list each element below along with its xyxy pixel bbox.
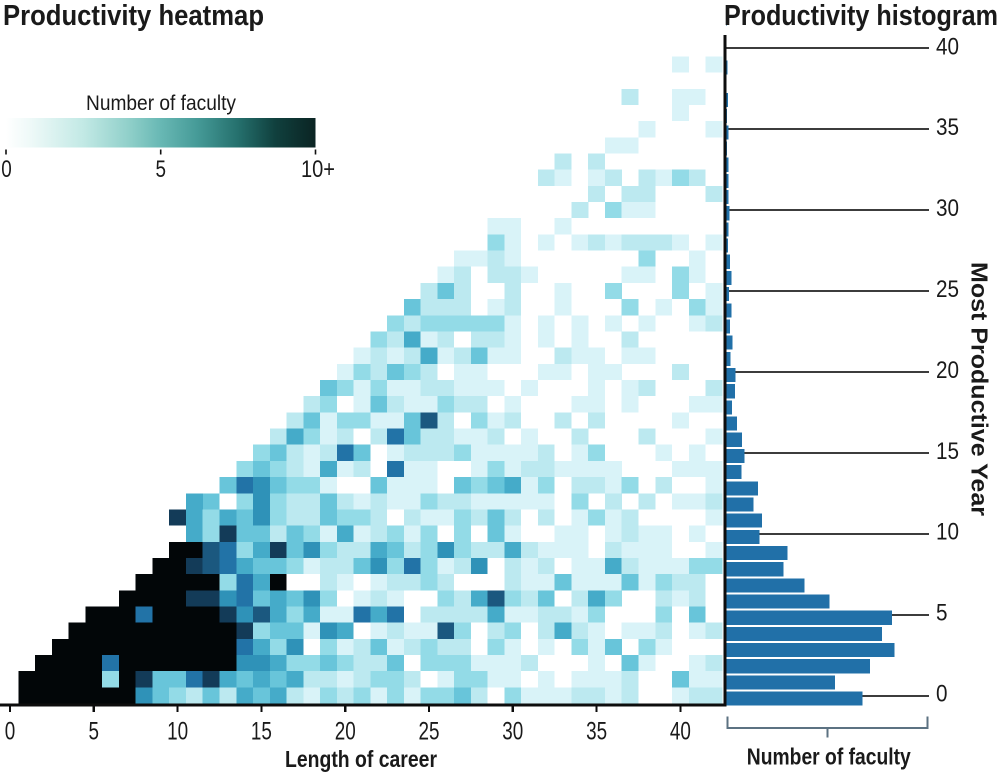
- svg-text:Number of faculty: Number of faculty: [747, 744, 911, 770]
- svg-text:30: 30: [502, 718, 523, 746]
- svg-text:0: 0: [936, 681, 948, 708]
- svg-text:35: 35: [586, 718, 607, 746]
- svg-text:Length of career: Length of career: [285, 746, 437, 772]
- svg-text:Productivity heatmap: Productivity heatmap: [3, 0, 264, 32]
- svg-text:25: 25: [936, 276, 959, 303]
- svg-text:10: 10: [936, 519, 959, 546]
- svg-text:0: 0: [5, 718, 16, 746]
- svg-text:30: 30: [936, 195, 959, 222]
- svg-text:0: 0: [1, 156, 12, 183]
- svg-text:5: 5: [936, 600, 948, 627]
- svg-text:Number of faculty: Number of faculty: [86, 92, 236, 115]
- svg-text:5: 5: [89, 718, 100, 746]
- svg-text:20: 20: [936, 357, 959, 384]
- svg-text:35: 35: [936, 114, 959, 141]
- svg-text:25: 25: [419, 718, 440, 746]
- svg-text:20: 20: [335, 718, 356, 746]
- svg-text:15: 15: [936, 438, 959, 465]
- svg-text:40: 40: [670, 718, 691, 746]
- svg-text:10: 10: [167, 718, 188, 746]
- svg-text:Most Productive Year: Most Productive Year: [967, 262, 993, 516]
- svg-text:10+: 10+: [301, 156, 335, 183]
- svg-text:5: 5: [156, 156, 167, 183]
- svg-text:15: 15: [251, 718, 272, 746]
- svg-text:40: 40: [936, 33, 959, 60]
- svg-text:Productivity histogram: Productivity histogram: [724, 0, 998, 32]
